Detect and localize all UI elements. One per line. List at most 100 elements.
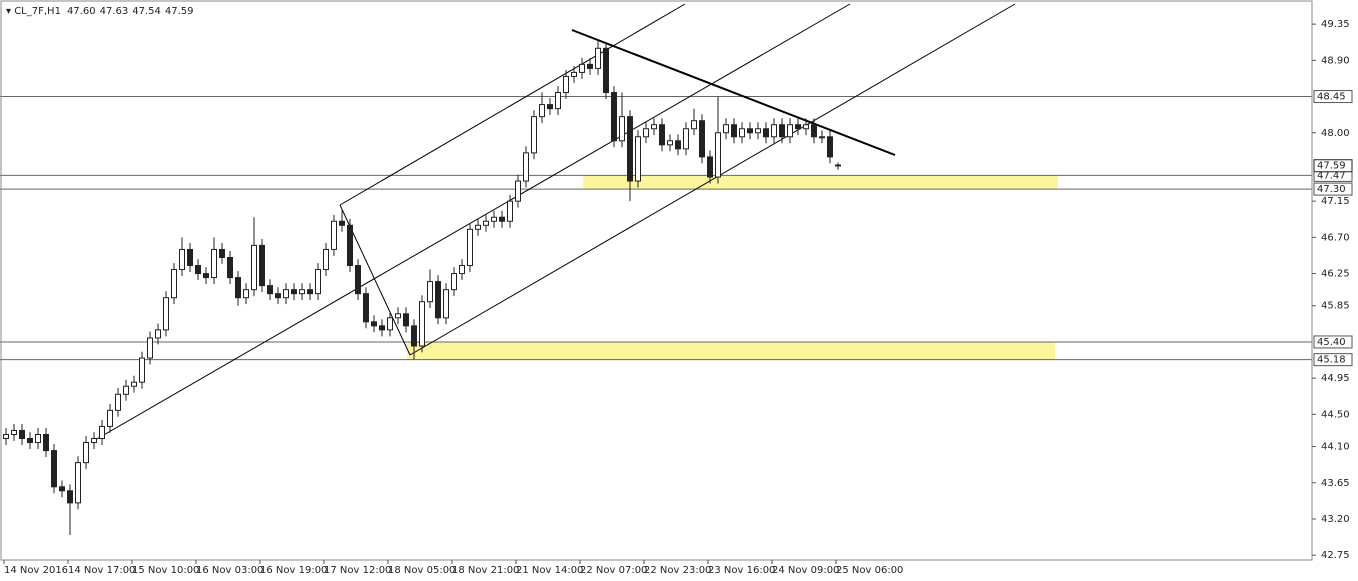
candle-body bbox=[243, 289, 249, 299]
level-label-box bbox=[1313, 182, 1353, 196]
candle-body bbox=[267, 285, 273, 295]
candle-body bbox=[651, 124, 657, 130]
axes: 49.35 48.90 48.00 47.15 46.70 46.25 45.85 44.95… bbox=[3, 19, 1353, 576]
candle-body bbox=[371, 321, 377, 327]
candle-body bbox=[291, 289, 297, 295]
header: ▾ CL_7F,H1 47.60 47.63 47.54 47.59 bbox=[6, 6, 194, 17]
candle-body bbox=[747, 128, 753, 134]
candle-body bbox=[659, 124, 665, 146]
symbol: CL_7F,H1 bbox=[14, 6, 61, 17]
candle-body bbox=[699, 120, 705, 158]
candle-body bbox=[3, 433, 9, 440]
candle-body bbox=[99, 425, 105, 440]
candle-body bbox=[539, 104, 545, 118]
candle-body bbox=[555, 92, 561, 110]
candle-body bbox=[771, 124, 777, 138]
channel-upper bbox=[339, 3, 686, 206]
candle-body bbox=[203, 273, 209, 279]
y-tick-label: 44.50 bbox=[1321, 409, 1350, 420]
header-open: 47.60 bbox=[67, 6, 96, 17]
candle-body bbox=[179, 248, 185, 271]
y-tick-label: 43.65 bbox=[1321, 478, 1350, 489]
candle-body bbox=[211, 248, 217, 279]
candle-body bbox=[779, 124, 785, 138]
x-tick-label: 14 Nov 2016 bbox=[4, 565, 68, 576]
candle-body bbox=[27, 438, 33, 444]
candle-body bbox=[379, 325, 385, 331]
x-tick-label: 16 Nov 19:00 bbox=[260, 565, 327, 576]
support-zone bbox=[407, 341, 1055, 360]
level-label: 48.45 bbox=[1317, 92, 1346, 103]
candle-body bbox=[675, 140, 681, 150]
candle-body bbox=[603, 47, 609, 94]
x-tick-label: 21 Nov 14:00 bbox=[516, 565, 583, 576]
candle-body bbox=[691, 120, 697, 130]
candle-body bbox=[563, 75, 569, 94]
candle-body bbox=[715, 132, 721, 178]
candle-body bbox=[579, 63, 585, 73]
levels bbox=[0, 96, 1312, 361]
candle-body bbox=[363, 293, 369, 323]
candle-body bbox=[443, 289, 449, 319]
x-tick-label: 16 Nov 03:00 bbox=[196, 565, 263, 576]
candle-body bbox=[163, 297, 169, 331]
candle-body bbox=[755, 128, 761, 134]
candle-body bbox=[627, 116, 633, 182]
x-tick-label: 22 Nov 07:00 bbox=[580, 565, 647, 576]
candle-body bbox=[235, 277, 241, 299]
resistance-line bbox=[571, 29, 896, 156]
candle-body bbox=[643, 128, 649, 138]
candle-body bbox=[827, 136, 833, 158]
x-tick-label: 17 Nov 12:00 bbox=[324, 565, 391, 576]
candle-body bbox=[259, 244, 265, 287]
candle-body bbox=[739, 128, 745, 138]
y-tick-label: 49.35 bbox=[1321, 19, 1350, 30]
candle-body bbox=[467, 228, 473, 267]
level-label-box bbox=[1313, 353, 1353, 367]
candle-body bbox=[283, 289, 289, 299]
candle-body bbox=[459, 265, 465, 275]
x-tick-label: 18 Nov 21:00 bbox=[452, 565, 519, 576]
channel-middle bbox=[94, 3, 851, 441]
level-label-box bbox=[1313, 335, 1353, 349]
x-tick-label: 18 Nov 05:00 bbox=[388, 565, 455, 576]
candle-body bbox=[331, 220, 337, 250]
header-low: 47.54 bbox=[132, 6, 161, 17]
candle-body bbox=[683, 128, 689, 150]
y-tick-label: 48.90 bbox=[1321, 55, 1350, 66]
candle-body bbox=[251, 244, 257, 291]
current-price-label: 47.59 bbox=[1317, 161, 1346, 172]
candle-body bbox=[395, 313, 401, 319]
candle-body bbox=[59, 486, 65, 492]
candle-body bbox=[491, 216, 497, 222]
candle-body bbox=[35, 433, 41, 444]
candle-body bbox=[67, 490, 73, 504]
candle-body bbox=[803, 124, 809, 130]
candle-body bbox=[75, 462, 81, 504]
header-high: 47.63 bbox=[100, 6, 129, 17]
candle-body bbox=[187, 248, 193, 267]
candle-body bbox=[115, 393, 121, 411]
candle-body bbox=[707, 156, 713, 178]
candle-body bbox=[435, 281, 441, 319]
candle-body bbox=[91, 438, 97, 444]
candle-body bbox=[619, 116, 625, 142]
x-tick-label: 15 Nov 10:00 bbox=[132, 565, 199, 576]
y-tick-label: 46.25 bbox=[1321, 269, 1350, 280]
candle-body bbox=[387, 317, 393, 331]
candle-body bbox=[195, 265, 201, 275]
candle-body bbox=[507, 200, 513, 222]
candle-body bbox=[835, 164, 841, 167]
level-label: 47.47 bbox=[1317, 170, 1346, 181]
candle-body bbox=[483, 220, 489, 226]
y-tick-label: 46.70 bbox=[1321, 232, 1350, 243]
channel-lower bbox=[409, 3, 1016, 356]
candle-body bbox=[411, 325, 417, 347]
candle-body bbox=[811, 124, 817, 138]
candle-body bbox=[147, 337, 153, 359]
support-zone bbox=[583, 175, 1058, 190]
candle-body bbox=[51, 450, 57, 488]
y-tick-label: 45.85 bbox=[1321, 301, 1350, 312]
candle-body bbox=[227, 256, 233, 279]
